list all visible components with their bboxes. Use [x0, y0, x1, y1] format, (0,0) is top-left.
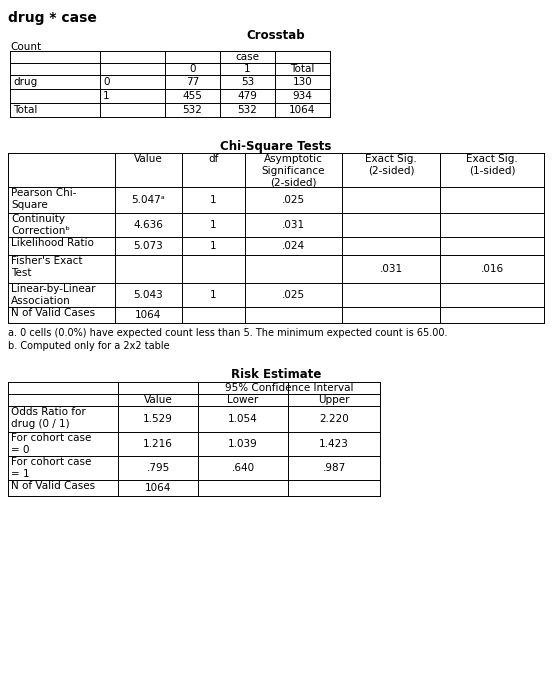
Text: 4.636: 4.636 — [134, 220, 163, 230]
Text: N of Valid Cases: N of Valid Cases — [11, 481, 95, 491]
Text: Asymptotic
Significance
(2-sided): Asymptotic Significance (2-sided) — [262, 154, 325, 187]
Text: Chi-Square Tests: Chi-Square Tests — [220, 140, 332, 153]
Text: 1: 1 — [210, 241, 217, 251]
Text: 77: 77 — [186, 77, 199, 87]
Text: 1.054: 1.054 — [228, 414, 258, 424]
Text: 1.039: 1.039 — [228, 439, 258, 449]
Text: 455: 455 — [183, 91, 203, 101]
Text: 1: 1 — [210, 220, 217, 230]
Text: .024: .024 — [282, 241, 305, 251]
Text: 95% Confidence Interval: 95% Confidence Interval — [225, 383, 353, 393]
Text: 1064: 1064 — [289, 105, 316, 115]
Text: df: df — [208, 154, 219, 164]
Text: Exact Sig.
(2-sided): Exact Sig. (2-sided) — [365, 154, 417, 176]
Text: Odds Ratio for
drug (0 / 1): Odds Ratio for drug (0 / 1) — [11, 407, 86, 429]
Text: For cohort case
= 1: For cohort case = 1 — [11, 457, 92, 479]
Text: 934: 934 — [293, 91, 312, 101]
Text: 5.047ᵃ: 5.047ᵃ — [131, 195, 166, 205]
Text: 2.220: 2.220 — [319, 414, 349, 424]
Text: 5.073: 5.073 — [134, 241, 163, 251]
Text: 130: 130 — [293, 77, 312, 87]
Text: 1.529: 1.529 — [143, 414, 173, 424]
Text: Risk Estimate: Risk Estimate — [231, 368, 321, 381]
Text: 1: 1 — [210, 290, 217, 300]
Text: a. 0 cells (0.0%) have expected count less than 5. The minimum expected count is: a. 0 cells (0.0%) have expected count le… — [8, 328, 448, 338]
Text: Fisher's Exact
Test: Fisher's Exact Test — [11, 256, 82, 278]
Text: drug * case: drug * case — [8, 11, 97, 25]
Text: 1.423: 1.423 — [319, 439, 349, 449]
Text: N of Valid Cases: N of Valid Cases — [11, 308, 95, 318]
Text: 1064: 1064 — [135, 310, 162, 320]
Text: Likelihood Ratio: Likelihood Ratio — [11, 238, 94, 248]
Text: 1.216: 1.216 — [143, 439, 173, 449]
Text: Continuity
Correctionᵇ: Continuity Correctionᵇ — [11, 214, 70, 235]
Text: .987: .987 — [322, 463, 346, 473]
Text: Value: Value — [144, 395, 172, 405]
Text: b. Computed only for a 2x2 table: b. Computed only for a 2x2 table — [8, 341, 169, 351]
Text: Total: Total — [13, 105, 38, 115]
Text: For cohort case
= 0: For cohort case = 0 — [11, 433, 92, 455]
Text: .795: .795 — [146, 463, 169, 473]
Text: 532: 532 — [237, 105, 257, 115]
Text: 1: 1 — [244, 64, 251, 74]
Text: case: case — [236, 52, 259, 62]
Text: Value: Value — [134, 154, 163, 164]
Text: .025: .025 — [282, 290, 305, 300]
Text: 0: 0 — [103, 77, 109, 87]
Text: Crosstab: Crosstab — [247, 29, 305, 42]
Text: drug: drug — [13, 77, 37, 87]
Text: Lower: Lower — [227, 395, 259, 405]
Text: 5.043: 5.043 — [134, 290, 163, 300]
Text: Upper: Upper — [319, 395, 350, 405]
Text: Count: Count — [10, 42, 41, 52]
Text: .031: .031 — [282, 220, 305, 230]
Text: Exact Sig.
(1-sided): Exact Sig. (1-sided) — [466, 154, 518, 176]
Text: Linear-by-Linear
Association: Linear-by-Linear Association — [11, 284, 95, 305]
Text: .031: .031 — [379, 264, 402, 274]
Text: 1: 1 — [210, 195, 217, 205]
Text: .025: .025 — [282, 195, 305, 205]
Text: 0: 0 — [189, 64, 196, 74]
Text: .016: .016 — [480, 264, 503, 274]
Text: .640: .640 — [231, 463, 254, 473]
Text: 479: 479 — [237, 91, 257, 101]
Text: 53: 53 — [241, 77, 254, 87]
Text: Total: Total — [290, 64, 315, 74]
Text: 1064: 1064 — [145, 483, 171, 493]
Text: Pearson Chi-
Square: Pearson Chi- Square — [11, 188, 77, 210]
Text: 532: 532 — [183, 105, 203, 115]
Text: 1: 1 — [103, 91, 110, 101]
